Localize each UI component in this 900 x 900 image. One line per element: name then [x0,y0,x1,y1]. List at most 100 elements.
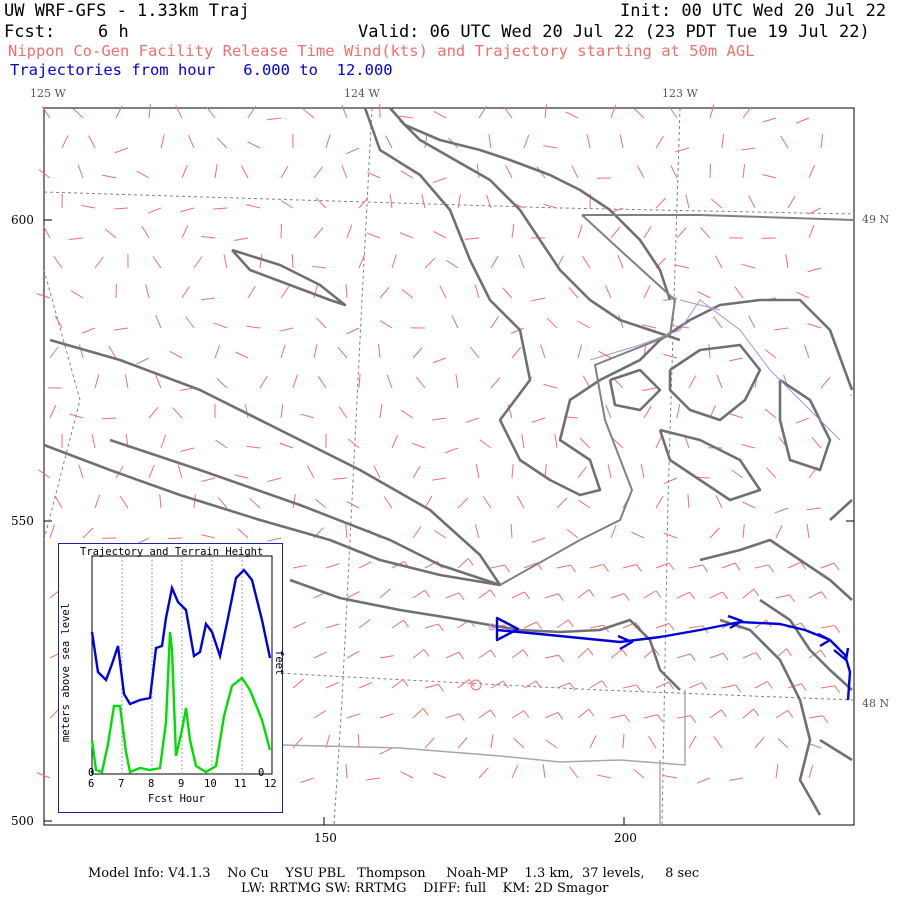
wind-barb [379,655,394,659]
wind-barb-flag [668,562,675,571]
wind-barb [383,496,393,509]
x-tick-150: 150 [314,831,337,845]
wind-barb-flag [766,681,773,689]
wind-barb [687,494,690,509]
wind-barb [568,287,579,299]
wind-barb [543,203,558,209]
wind-barb [113,207,129,210]
wind-barb [523,562,538,569]
wind-barb [177,464,183,479]
wind-barb-flag [569,682,576,691]
wind-barb [766,467,777,479]
wind-barb [668,106,678,119]
wind-barb [445,713,460,719]
wind-barb-flag [621,649,628,657]
wind-barb [333,477,348,480]
wind-barb [713,736,723,749]
wind-barb-flag [722,591,729,600]
wind-barb [141,225,150,239]
wind-barb [279,442,294,449]
wind-barb [267,117,282,121]
wind-barb [366,777,381,781]
wind-barb [104,228,117,239]
wind-barb [216,378,228,389]
wind-barb-flag [490,649,496,658]
wind-barb [280,404,284,419]
wind-barb [505,165,513,179]
wind-barb-flag [523,710,530,718]
wind-barb-flag [502,680,509,689]
inset-x-tick-10: 10 [204,778,217,790]
wind-barb [475,464,480,479]
wind-barb [180,207,195,213]
wind-barb [709,104,715,119]
wind-barb [358,374,361,389]
wind-barb [280,344,286,359]
wind-barb-flag [490,709,496,718]
wind-barb-flag [567,619,574,628]
wind-barb [148,464,155,479]
wind-barb [235,351,249,359]
inset-ylabel-right: feet [273,650,285,676]
wind-barb [544,654,559,659]
wind-barb [513,738,525,749]
wind-barb [731,469,744,479]
wind-barb [655,681,669,689]
wind-barb [373,465,381,479]
wind-barb [280,286,290,299]
wind-barb [379,320,393,329]
wind-barb [325,681,340,689]
wind-barb-flag [668,681,675,690]
wind-barb [643,405,652,419]
wind-barb [795,417,810,424]
wind-barb [663,532,678,539]
wind-barb [742,588,755,599]
wind-barb [543,145,558,149]
wind-barb [490,315,499,329]
wind-barb [709,591,723,599]
wind-barb [439,285,447,299]
wind-barb [610,649,623,659]
wind-barb [432,357,447,364]
wind-barb [307,465,315,479]
wind-barb [748,315,756,329]
county-borders [589,299,852,441]
wind-barb [341,104,348,119]
wind-barb [379,286,390,299]
wind-barb-flag [424,590,431,598]
wind-barb [38,469,51,479]
wind-barb-flag [734,562,741,571]
wind-barb [119,496,129,509]
wind-barb [605,404,612,419]
wind-barb [676,653,691,659]
wind-barb [811,437,822,449]
wind-barb [478,709,491,719]
wind-barb [774,507,789,514]
wind-barb [510,523,513,539]
wind-barb [709,527,720,539]
wind-barb [511,591,525,599]
wind-barb [565,111,579,119]
wind-barb [663,775,678,779]
wind-barb [619,134,624,149]
wind-barb [469,346,480,359]
wind-barb [346,650,360,659]
wind-barb [148,104,151,119]
wind-barb [379,588,391,599]
wind-barb [82,527,94,539]
wind-barb-flag [570,564,577,573]
wind-barb-flag [522,649,529,657]
wind-barb [474,284,480,299]
wind-barb [803,344,810,359]
wind-barb [102,174,117,179]
lon-label-123w: 123 W [662,87,698,100]
wind-barb-flag [402,679,409,687]
wind-barb [69,413,84,419]
wind-barb [451,315,459,329]
wind-barb [345,524,348,539]
wind-barb-flag [636,564,642,572]
wind-barb [490,564,505,569]
wind-barb [577,320,591,329]
wind-barb [780,135,789,149]
wind-barb [312,265,327,269]
